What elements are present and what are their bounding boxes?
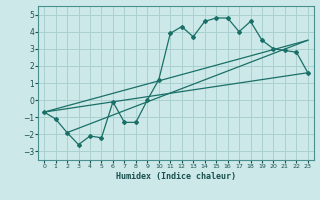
X-axis label: Humidex (Indice chaleur): Humidex (Indice chaleur)	[116, 172, 236, 181]
